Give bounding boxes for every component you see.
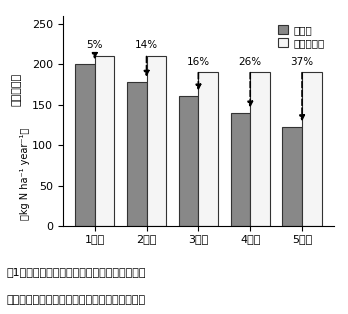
Text: 図1　化学肥料による窒素投入量（矢印は堆肥: 図1 化学肥料による窒素投入量（矢印は堆肥 bbox=[7, 267, 147, 277]
Text: 窒素施肥量: 窒素施肥量 bbox=[11, 73, 22, 106]
Bar bbox=[127, 82, 147, 226]
Bar bbox=[95, 56, 114, 226]
Bar bbox=[75, 64, 95, 226]
Text: 16%: 16% bbox=[187, 57, 210, 67]
Bar bbox=[179, 96, 198, 226]
Text: 26%: 26% bbox=[239, 57, 262, 67]
Text: 5%: 5% bbox=[86, 41, 103, 51]
Text: 37%: 37% bbox=[291, 57, 314, 67]
Text: （kg N ha⁻¹ year⁻¹）: （kg N ha⁻¹ year⁻¹） bbox=[19, 127, 30, 219]
Bar bbox=[147, 56, 166, 226]
Legend: 堆肥区, 化学肥料区: 堆肥区, 化学肥料区 bbox=[274, 21, 329, 52]
Bar bbox=[230, 113, 250, 226]
Text: 14%: 14% bbox=[135, 41, 158, 51]
Text: 由来の窒素供給に基づく窒素施肥量の削減率）: 由来の窒素供給に基づく窒素施肥量の削減率） bbox=[7, 295, 146, 305]
Bar bbox=[282, 127, 302, 226]
Bar bbox=[198, 72, 218, 226]
Bar bbox=[302, 72, 322, 226]
Bar bbox=[250, 72, 270, 226]
